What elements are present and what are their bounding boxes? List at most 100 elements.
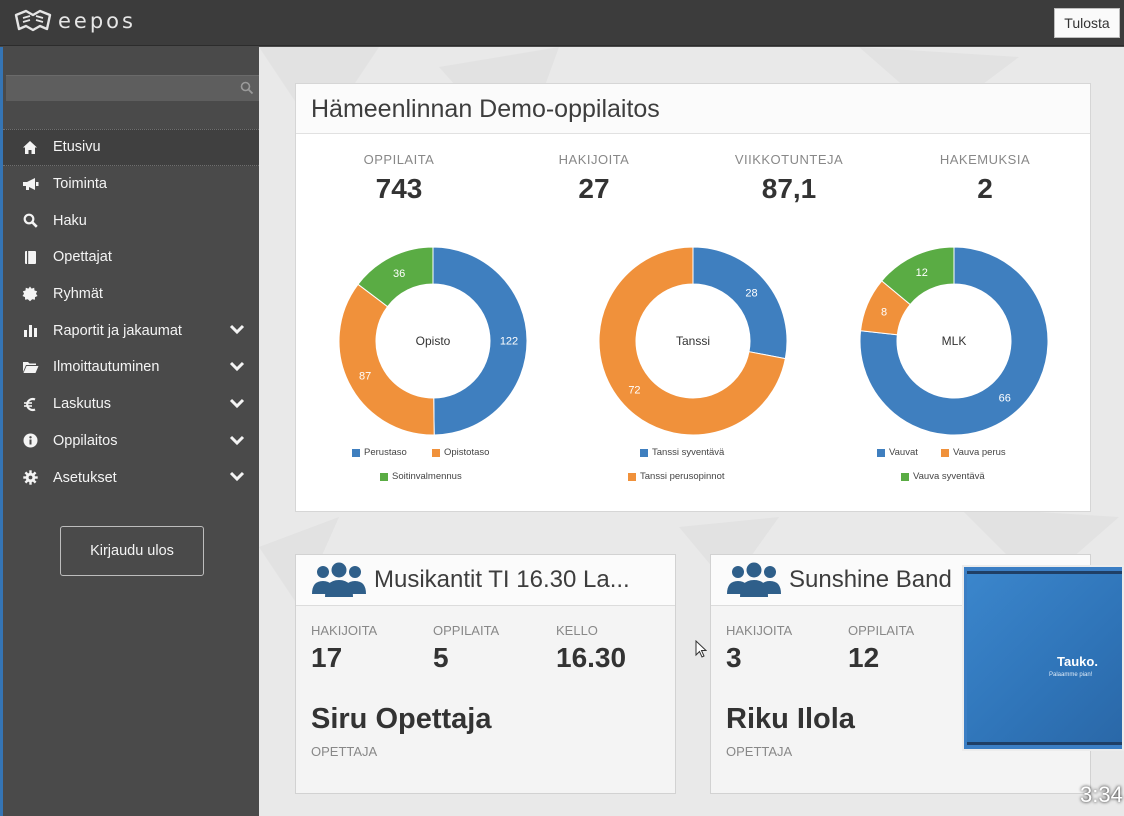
sidebar-item-ryhmat[interactable]: Ryhmät [3,276,259,313]
stat-label: OPPILAITA [363,152,435,167]
legend-swatch [628,472,636,481]
sidebar-item-haku[interactable]: Haku [3,202,259,239]
group-stat-value: 17 [311,642,343,673]
sidebar-nav: Etusivu Toiminta Haku Opettajat Ryhmät [3,129,259,496]
chevron-down-icon[interactable] [229,434,245,446]
group-stat-value: 3 [726,642,742,673]
stat-value: 87,1 [761,173,817,204]
sidebar-item-label: Asetukset [53,469,117,486]
legend-item[interactable]: Perustaso [352,447,407,458]
donut-center-label: Tanssi [676,334,710,348]
sidebar-item-laskutus[interactable]: Laskutus [3,386,259,423]
sidebar-search-input[interactable] [6,75,262,101]
video-frame: Tauko. Palaamme pian! [967,571,1122,745]
sidebar-item-label: Opettajat [53,249,112,266]
legend-item[interactable]: Tanssi syventävä [640,447,724,458]
stat-hakemuksia: HAKEMUKSIA 2 [895,152,1075,205]
chevron-down-icon[interactable] [229,360,245,372]
donut-slice[interactable] [357,246,434,308]
group-stat-kello: KELLO 16.30 [556,623,626,674]
donut-chart-opisto: 122 87 36 Opisto [338,246,528,441]
legend-label: Perustaso [364,447,407,458]
main-content: Hämeenlinnan Demo-oppilaitos OPPILAITA 7… [259,47,1124,816]
donut-value-label: 87 [359,370,371,382]
eepos-logo[interactable]: eepos [14,9,136,33]
teacher-name[interactable]: Riku Ilola [726,703,855,735]
chevron-down-icon[interactable] [229,397,245,409]
donut-slice[interactable] [692,246,788,360]
donut-value-label: 36 [393,268,405,280]
chevron-down-icon[interactable] [229,470,245,482]
legend-label: Vauva syventävä [913,471,985,482]
group-stat-oppilaita: OPPILAITA 5 [433,623,499,674]
donut-value-label: 66 [999,393,1011,405]
group-stat-label: HAKIJOITA [311,623,378,638]
home-icon [21,138,39,156]
sidebar-item-raportit[interactable]: Raportit ja jakaumat [3,312,259,349]
legend-item[interactable]: Vauva syventävä [901,471,985,482]
legend-item[interactable]: Opistotaso [432,447,489,458]
sidebar-item-asetukset[interactable]: Asetukset [3,459,259,496]
group-card-musikantit[interactable]: Musikantit TI 16.30 La... HAKIJOITA 17 O… [295,554,676,794]
stat-oppilaita: OPPILAITA 743 [309,152,489,205]
teacher-label: OPETTAJA [726,744,793,759]
video-thumbnail[interactable]: Tauko. Palaamme pian! [962,565,1124,751]
donut-slice[interactable] [598,246,786,436]
group-stat-label: HAKIJOITA [726,623,793,638]
donut-chart-svg: 28 72 Tanssi [598,246,788,436]
school-summary-card: Hämeenlinnan Demo-oppilaitos OPPILAITA 7… [295,83,1091,512]
sidebar-item-opettajat[interactable]: Opettajat [3,239,259,276]
school-card-header: Hämeenlinnan Demo-oppilaitos [296,84,1090,134]
donut-value-label: 122 [500,336,518,348]
print-button[interactable]: Tulosta [1054,8,1120,38]
group-stat-value: 16.30 [556,642,627,673]
legend-swatch [941,448,949,457]
mouse-cursor-icon [695,640,707,658]
gear-icon [21,469,39,487]
logout-button[interactable]: Kirjaudu ulos [60,526,204,576]
search-icon [240,81,254,95]
legend-label: Soitinvalmennus [392,471,462,482]
stat-value: 743 [375,173,423,204]
donut-slice[interactable] [859,246,1049,436]
group-stat-hakijoita: HAKIJOITA 17 [311,623,377,674]
group-card-header: Musikantit TI 16.30 La... [296,555,675,606]
group-title: Sunshine Band [789,566,952,593]
sidebar-item-label: Haku [53,212,87,229]
donut-slice[interactable] [432,246,528,436]
legend-item[interactable]: Soitinvalmennus [380,471,462,482]
legend-item[interactable]: Tanssi perusopinnot [628,471,725,482]
legend-swatch [352,448,360,457]
stat-label: VIIKKOTUNTEJA [734,152,844,167]
sidebar-item-ilmoittautuminen[interactable]: Ilmoittautuminen [3,349,259,386]
info-icon [21,432,39,450]
stat-value: 27 [578,173,610,204]
teacher-name[interactable]: Siru Opettaja [311,703,492,735]
stat-label: HAKIJOITA [558,152,630,167]
chevron-down-icon[interactable] [229,323,245,335]
legend-item[interactable]: Vauva perus [941,447,1006,458]
donut-slice[interactable] [338,283,435,436]
legend-item[interactable]: Vauvat [877,447,918,458]
stat-hakijoita: HAKIJOITA 27 [504,152,684,205]
sidebar-item-oppilaitos[interactable]: Oppilaitos [3,423,259,460]
donut-slice[interactable] [881,246,955,306]
sidebar-item-label: Raportit ja jakaumat [53,322,182,339]
group-title: Musikantit TI 16.30 La... [374,566,630,593]
euro-icon [21,395,39,413]
group-users-icon [312,562,366,597]
group-card-header: Sunshine Band [711,555,1090,606]
sidebar-item-label: Ilmoittautuminen [53,359,160,376]
sidebar-item-etusivu[interactable]: Etusivu [3,129,259,166]
group-stat-label: OPPILAITA [848,623,915,638]
legend-swatch [380,472,388,481]
group-stat-label: KELLO [556,623,598,638]
badge-icon [21,285,39,303]
sidebar-item-label: Etusivu [53,139,101,156]
school-title: Hämeenlinnan Demo-oppilaitos [311,95,660,123]
sidebar-item-toiminta[interactable]: Toiminta [3,166,259,203]
folder-open-icon [21,358,39,376]
donut-chart-svg: 66 8 12 MLK [859,246,1049,436]
legend-label: Vauvat [889,447,918,458]
legend-label: Vauva perus [953,447,1006,458]
